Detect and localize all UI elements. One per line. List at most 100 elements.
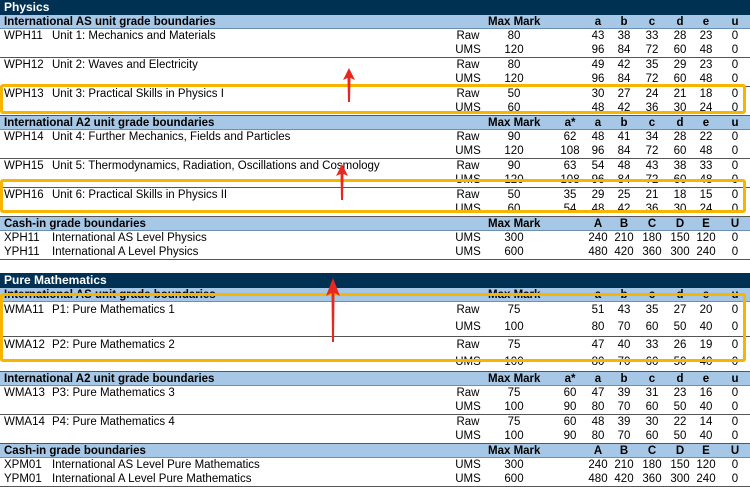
table-row: XPH11 International AS Level Physics UMS 30… bbox=[0, 231, 750, 245]
unit-name: P2: Pure Mathematics 2 bbox=[52, 339, 175, 351]
grade-boundary-value: 49 bbox=[591, 59, 605, 71]
mark-type: UMS bbox=[455, 356, 481, 368]
grade-boundary-value: 360 bbox=[642, 246, 662, 258]
grade-boundary-value: 26 bbox=[673, 339, 687, 351]
max-mark-value: 80 bbox=[507, 30, 521, 42]
grade-boundary-value: 54 bbox=[563, 203, 577, 215]
grade-boundary-value: 40 bbox=[699, 356, 713, 368]
grade-column-header: b bbox=[620, 16, 628, 28]
grade-boundary-value: 28 bbox=[673, 30, 687, 42]
max-mark-value: 80 bbox=[507, 59, 521, 71]
grade-boundary-value: 43 bbox=[645, 160, 659, 172]
grade-boundary-value: 90 bbox=[563, 401, 577, 413]
grade-boundary-value: 84 bbox=[617, 174, 631, 186]
grade-column-header: d bbox=[676, 373, 684, 385]
grade-boundary-value: 60 bbox=[645, 430, 659, 442]
max-mark-value: 100 bbox=[504, 430, 524, 442]
mark-type: Raw bbox=[456, 59, 480, 71]
grade-boundary-value: 50 bbox=[673, 430, 687, 442]
unit-code: WPH14 bbox=[4, 131, 44, 143]
unit-block: YPH11 International A Level Physics UMS 600… bbox=[0, 245, 750, 260]
max-mark-header: Max Mark bbox=[488, 117, 541, 129]
grade-column-header: U bbox=[730, 218, 740, 230]
grade-boundary-value: 21 bbox=[673, 88, 687, 100]
unit-name: P4: Pure Mathematics 4 bbox=[52, 416, 175, 428]
grade-column-header: c bbox=[648, 373, 656, 385]
grade-boundary-value: 70 bbox=[617, 430, 631, 442]
grade-boundary-value: 210 bbox=[614, 232, 634, 244]
grade-column-header: e bbox=[702, 16, 710, 28]
unit-name: Unit 2: Waves and Electricity bbox=[52, 59, 198, 71]
section-header-title: International AS unit grade boundaries bbox=[4, 16, 216, 28]
unit-block: XPM01 International AS Level Pure Mathema… bbox=[0, 458, 750, 472]
grade-boundary-value: 0 bbox=[731, 59, 739, 71]
mark-type: Raw bbox=[456, 160, 480, 172]
grade-boundary-value: 0 bbox=[731, 321, 739, 333]
grade-column-header: u bbox=[731, 373, 739, 385]
grade-boundary-value: 38 bbox=[617, 30, 631, 42]
grade-boundary-value: 24 bbox=[699, 203, 713, 215]
grade-boundary-value: 40 bbox=[699, 321, 713, 333]
grade-boundary-value: 60 bbox=[563, 387, 577, 399]
section-header: International AS unit grade boundaries Ma… bbox=[0, 288, 750, 302]
grade-boundary-value: 39 bbox=[617, 387, 631, 399]
unit-group: WMA13 P3: Pure Mathematics 3 Raw 75 60 47 39 31… bbox=[0, 386, 750, 444]
grade-boundary-value: 29 bbox=[591, 189, 605, 201]
table-row: UMS 120 96 84 72 60 48 0 bbox=[0, 43, 750, 57]
grade-column-header: b bbox=[620, 117, 628, 129]
max-mark-value: 60 bbox=[507, 102, 521, 114]
max-mark-value: 300 bbox=[504, 232, 524, 244]
unit-code: WPH11 bbox=[4, 30, 43, 42]
grade-column-header: a bbox=[594, 373, 602, 385]
grade-boundary-value: 60 bbox=[645, 401, 659, 413]
grade-boundary-value: 0 bbox=[731, 73, 739, 85]
grade-boundary-value: 420 bbox=[614, 246, 634, 258]
max-mark-header: Max Mark bbox=[488, 218, 541, 230]
grade-column-header: d bbox=[676, 117, 684, 129]
grade-boundary-value: 96 bbox=[591, 145, 605, 157]
grade-boundary-value: 47 bbox=[591, 339, 605, 351]
grade-boundary-value: 50 bbox=[673, 321, 687, 333]
grade-column-header: U bbox=[730, 445, 740, 457]
grade-boundary-value: 19 bbox=[699, 339, 713, 351]
subject-title: Pure Mathematics bbox=[0, 273, 750, 288]
grade-boundary-value: 51 bbox=[591, 304, 605, 316]
grade-boundary-value: 48 bbox=[699, 73, 713, 85]
unit-code: WPH15 bbox=[4, 160, 44, 172]
mark-type: UMS bbox=[455, 246, 481, 258]
mark-type: Raw bbox=[456, 304, 480, 316]
grade-boundary-value: 480 bbox=[588, 473, 608, 485]
grade-boundary-value: 33 bbox=[699, 160, 713, 172]
grade-boundary-value: 420 bbox=[614, 473, 634, 485]
table-row: WMA14 P4: Pure Mathematics 4 Raw 75 60 48 39 30… bbox=[0, 415, 750, 429]
red-arrow-icon bbox=[343, 68, 355, 102]
grade-column-header: c bbox=[648, 289, 656, 301]
grade-boundary-value: 48 bbox=[699, 145, 713, 157]
unit-block: WPH16 Unit 6: Practical Skills in Physics… bbox=[0, 188, 750, 217]
unit-group: WMA11 P1: Pure Mathematics 1 Raw 75 51 43 35 27… bbox=[0, 302, 750, 372]
unit-code: XPH11 bbox=[4, 232, 40, 244]
grade-boundary-value: 27 bbox=[673, 304, 687, 316]
grade-boundary-value: 23 bbox=[699, 59, 713, 71]
table-row: UMS 60 48 42 36 30 24 0 bbox=[0, 101, 750, 115]
unit-name: Unit 4: Further Mechanics, Fields and Pa… bbox=[52, 131, 291, 143]
grade-boundary-value: 0 bbox=[731, 232, 739, 244]
grade-boundary-value: 96 bbox=[591, 73, 605, 85]
unit-code: WMA12 bbox=[4, 339, 45, 351]
table-row: WPH13 Unit 3: Practical Skills in Physics… bbox=[0, 87, 750, 101]
max-mark-header: Max Mark bbox=[488, 373, 541, 385]
grade-boundary-value: 27 bbox=[617, 88, 631, 100]
grade-boundary-value: 60 bbox=[673, 174, 687, 186]
grade-column-header: B bbox=[619, 445, 629, 457]
grade-boundary-value: 40 bbox=[617, 339, 631, 351]
table-row: YPH11 International A Level Physics UMS 600… bbox=[0, 245, 750, 259]
max-mark-value: 90 bbox=[507, 131, 521, 143]
grade-boundary-value: 80 bbox=[591, 430, 605, 442]
grade-boundary-value: 0 bbox=[731, 203, 739, 215]
table-row: WPH15 Unit 5: Thermodynamics, Radiation, … bbox=[0, 159, 750, 173]
max-mark-value: 100 bbox=[504, 356, 524, 368]
unit-code: WMA11 bbox=[4, 304, 45, 316]
unit-block: WMA12 P2: Pure Mathematics 2 Raw 75 47 40 33 26… bbox=[0, 337, 750, 372]
grade-boundary-value: 35 bbox=[645, 59, 659, 71]
